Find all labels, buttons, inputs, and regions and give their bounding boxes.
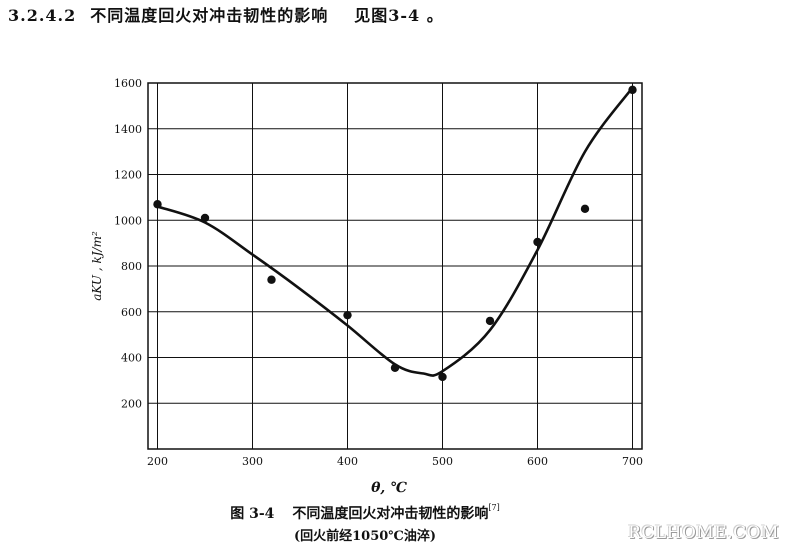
y-tick-label: 1200 — [114, 169, 142, 182]
y-tick-label: 1400 — [114, 123, 142, 136]
section-figure-reference: 见图3-4 。 — [354, 6, 444, 25]
y-tick-label: 800 — [121, 260, 142, 273]
data-point — [343, 310, 352, 320]
section-heading: 3.2.4.2 不同温度回火对冲击韧性的影响 见图3-4 。 — [8, 2, 444, 26]
y-tick-label: 200 — [121, 397, 142, 410]
x-tick-label: 700 — [622, 455, 643, 468]
data-point — [628, 85, 637, 95]
section-title: 不同温度回火对冲击韧性的影响 — [90, 6, 329, 25]
data-point — [485, 316, 495, 326]
x-tick-label: 600 — [527, 455, 548, 468]
data-point — [153, 200, 162, 209]
data-point — [438, 372, 447, 382]
data-point — [533, 237, 542, 247]
x-tick-label: 200 — [147, 455, 168, 468]
figure-title: 不同温度回火对冲击韧性的影响 — [292, 506, 489, 522]
x-tick-label: 300 — [242, 455, 263, 468]
y-tick-label: 400 — [121, 352, 142, 365]
watermark: RCLHOME.COM — [628, 523, 779, 543]
y-tick-label: 1000 — [114, 214, 142, 227]
figure-caption: 图 3-4 不同温度回火对冲击韧性的影响[7] — [150, 503, 580, 523]
grid-lines — [148, 82, 642, 449]
y-tick-label: 1600 — [114, 77, 142, 90]
x-tick-label: 500 — [432, 455, 453, 468]
figure-reference: [7] — [488, 503, 500, 512]
data-points — [153, 85, 637, 382]
fitted-curve — [157, 86, 634, 377]
tempering-impact-chart: 200 300 400 500 600 700 200 400 600 800 1000 1200 14… — [90, 77, 643, 496]
figure-number: 图 3-4 — [230, 506, 275, 522]
x-tick-label: 400 — [337, 455, 358, 468]
tick-labels: 200 300 400 500 600 700 200 400 600 800 1000 1200 14… — [114, 77, 643, 468]
figure-note: (回火前经1050℃油淬) — [293, 529, 437, 544]
y-tick-label: 600 — [121, 306, 142, 319]
data-point — [267, 275, 276, 284]
y-axis-label: aKU , kJ/m² — [90, 231, 104, 301]
section-number: 3.2.4.2 — [8, 6, 77, 25]
data-point — [580, 204, 590, 214]
data-point — [390, 363, 400, 372]
data-point — [200, 213, 210, 223]
x-axis-label: θ, ℃ — [371, 480, 407, 496]
